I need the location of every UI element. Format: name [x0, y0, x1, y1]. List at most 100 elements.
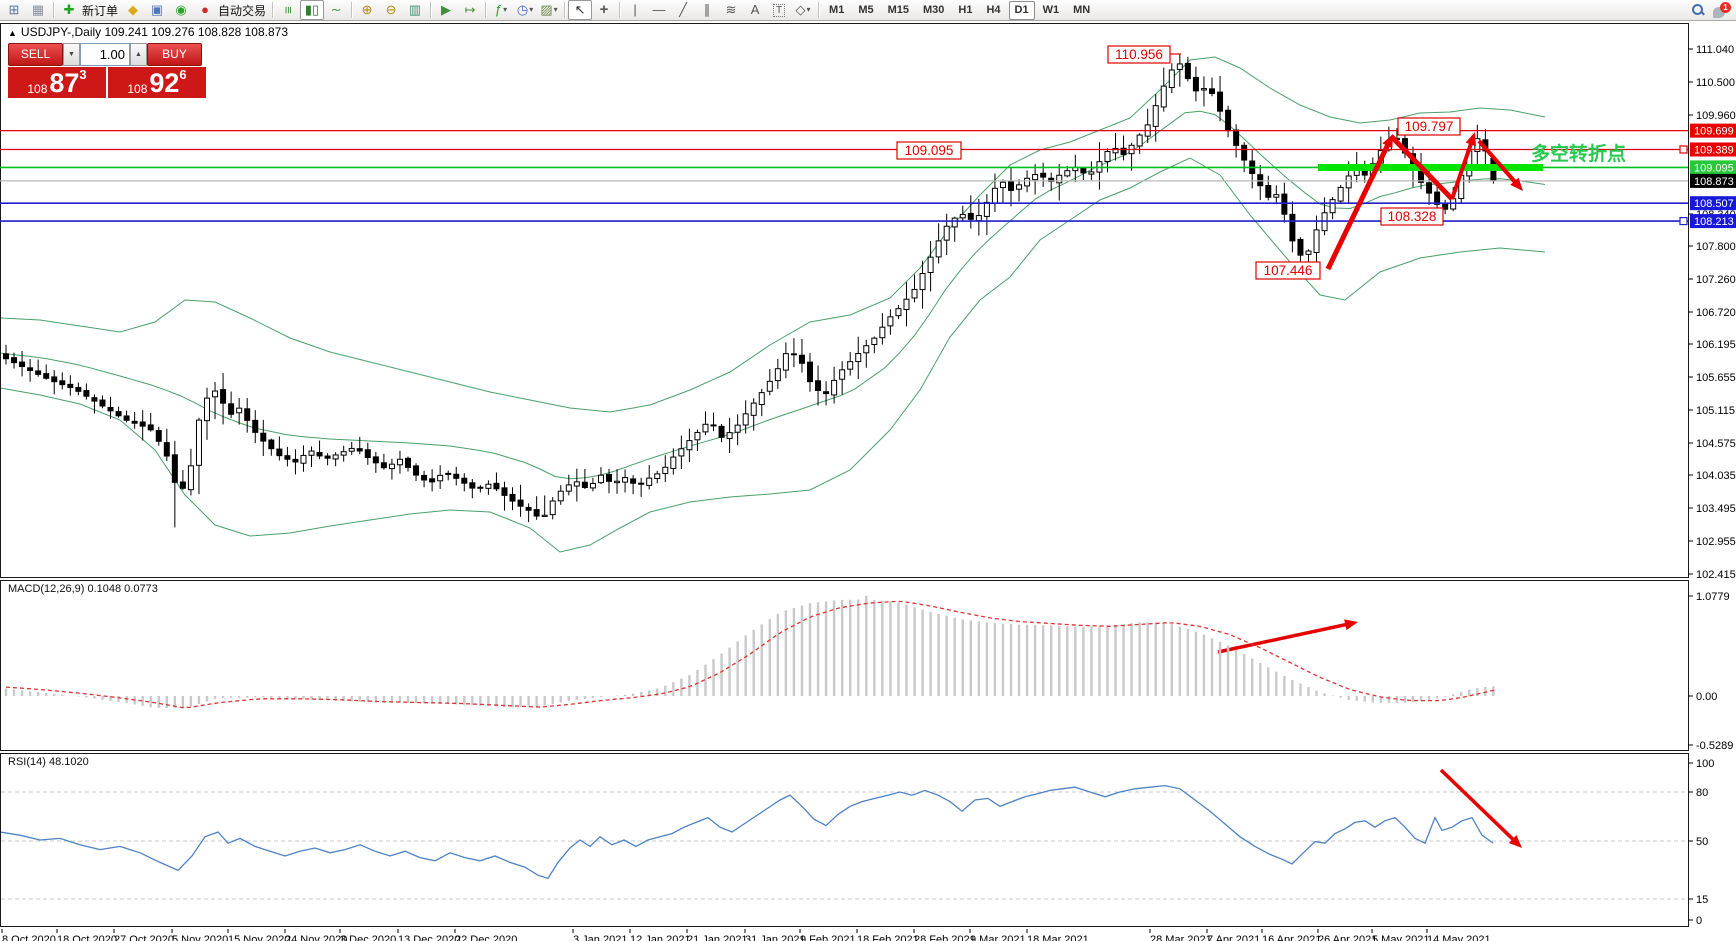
chart-plot-area[interactable] — [0, 23, 1688, 577]
chinese-note-text[interactable]: 多空转折点 — [1531, 142, 1626, 165]
trend-arrow-3-head — [1465, 132, 1476, 147]
trendline-icon[interactable]: ╱ — [671, 0, 695, 20]
zoom-out-icon[interactable]: ⊖ — [379, 0, 403, 20]
price-badge-label: 109.389 — [1694, 144, 1734, 156]
date-axis-label: 3 Dec 2020 — [340, 934, 396, 941]
date-axis-label: 26 Apr 2021 — [1318, 934, 1377, 941]
rsi-axis-label: 50 — [1696, 836, 1708, 848]
expert-advisors-icon[interactable]: ▣ — [145, 0, 169, 20]
timeframe-button-m30[interactable]: M30 — [923, 3, 945, 16]
timeframe-button-h4[interactable]: H4 — [986, 3, 1001, 16]
indicators-icon[interactable]: ƒ ▾ — [489, 0, 513, 20]
dropdown-caret-icon[interactable]: ▾ — [553, 5, 558, 14]
candle-body — [316, 452, 323, 457]
trend-arrow-1[interactable] — [1325, 141, 1391, 271]
text-label-icon[interactable]: T — [767, 0, 791, 20]
macd-trend-arrow[interactable] — [1217, 622, 1349, 654]
candle-body — [147, 424, 154, 431]
dropdown-caret-icon[interactable]: ▾ — [529, 5, 534, 14]
line-handle[interactable] — [1679, 145, 1688, 154]
candle-body — [35, 370, 42, 375]
macd-pane[interactable] — [0, 580, 1689, 751]
candle-body — [445, 472, 452, 475]
arrows-icon[interactable]: ◇ ▾ — [791, 0, 815, 20]
candle-body — [1184, 62, 1191, 80]
timeframe-button-h1[interactable]: H1 — [958, 3, 973, 16]
volume-input[interactable] — [80, 43, 130, 66]
new-chart-icon[interactable]: ⊞ — [2, 0, 26, 20]
templates-icon[interactable]: ▨ ▾ — [537, 0, 561, 20]
timeframe-button-m15[interactable]: M15 — [887, 3, 909, 16]
fibonacci-icon[interactable]: ≋ — [719, 0, 743, 20]
timeframe-button-m5[interactable]: M5 — [858, 3, 874, 16]
collapse-triangle-icon[interactable]: ▲ — [8, 28, 17, 38]
trend-arrow-4[interactable] — [1477, 139, 1518, 185]
candle-body — [43, 373, 50, 379]
dropdown-caret-icon[interactable]: ▾ — [503, 5, 508, 14]
candle-body — [204, 397, 210, 422]
cursor-icon[interactable]: ↖ — [568, 0, 593, 20]
periods-icon[interactable]: ◷ ▾ — [513, 0, 537, 20]
buy-price-big: 92 — [149, 68, 180, 98]
candle-body — [1024, 177, 1031, 187]
dropdown-caret-icon[interactable]: ▾ — [806, 5, 811, 14]
price-annotation-box[interactable] — [1397, 117, 1461, 136]
timeframe-button-mn[interactable]: MN — [1073, 3, 1091, 16]
trend-arrow-3[interactable] — [1450, 140, 1474, 200]
line-chart-icon[interactable]: ∼ — [324, 0, 348, 20]
candle-body — [686, 440, 693, 451]
tile-windows-icon-glyph: ▥ — [408, 2, 422, 17]
candle-body — [766, 380, 773, 392]
autotrading-icon[interactable]: ● — [193, 0, 217, 20]
price-badge-108.213 — [1690, 214, 1736, 229]
profiles-icon[interactable]: ▦ — [26, 0, 50, 20]
candle-body — [1032, 174, 1039, 181]
crosshair-icon[interactable]: + — [592, 0, 616, 20]
equidistant-channel-icon[interactable]: ∥ — [695, 0, 719, 20]
text-icon[interactable]: A — [743, 0, 767, 20]
rsi-pane[interactable] — [0, 753, 1689, 927]
candle-body — [99, 399, 106, 407]
candle-body — [139, 421, 146, 427]
price-annotation-box[interactable] — [896, 141, 962, 160]
horizontal-line-icon-glyph: — — [652, 2, 666, 17]
search-icon[interactable] — [1686, 0, 1710, 20]
volume-up-button[interactable]: ▲ — [130, 43, 147, 66]
market-depth-icon[interactable]: ◆ — [121, 0, 145, 20]
chart-shift-icon[interactable]: ↦ — [458, 0, 482, 20]
signals-icon[interactable]: ◉ — [169, 0, 193, 20]
notifications-icon[interactable]: 1 — [1710, 0, 1734, 20]
tile-windows-icon[interactable]: ▥ — [403, 0, 427, 20]
sell-price-small: 108 — [27, 82, 48, 96]
main-pane[interactable] — [0, 23, 1689, 578]
auto-scroll-icon[interactable]: ▶ — [434, 0, 458, 20]
new-order-icon[interactable]: ✚ — [57, 0, 81, 20]
rsi-plot — [1, 784, 1494, 880]
buy-price[interactable]: 108 92 6 — [108, 67, 206, 98]
timeframe-button-w1[interactable]: W1 — [1042, 3, 1060, 16]
price-annotation-box[interactable] — [1380, 207, 1444, 226]
vertical-line-icon[interactable]: | — [623, 0, 647, 20]
candle-body — [228, 403, 235, 415]
new-order-label[interactable]: 新订单 — [82, 3, 119, 18]
timeframe-button-m1[interactable]: M1 — [829, 3, 845, 16]
trend-arrow-2[interactable] — [1389, 134, 1454, 201]
candle-body — [485, 483, 492, 489]
sell-button[interactable]: SELL — [8, 43, 63, 66]
candle-body — [1040, 172, 1047, 178]
line-handle[interactable] — [1679, 216, 1688, 226]
autotrading-label[interactable]: 自动交易 — [218, 3, 267, 18]
candlestick-chart-icon[interactable]: ▮▯ — [300, 0, 325, 20]
candle-body — [1257, 174, 1264, 187]
sell-price[interactable]: 108 87 3 — [8, 67, 106, 98]
timeframe-button-d1[interactable]: D1 — [1008, 0, 1035, 20]
buy-button[interactable]: BUY — [147, 43, 202, 66]
horizontal-line-icon[interactable]: — — [647, 0, 671, 20]
candle-body — [581, 481, 588, 489]
price-annotation-box[interactable] — [1255, 261, 1321, 280]
zoom-in-icon[interactable]: ⊕ — [355, 0, 379, 20]
green-zone-trendline[interactable] — [1318, 164, 1543, 171]
volume-down-button[interactable]: ▼ — [63, 43, 80, 66]
rsi-trend-arrow[interactable] — [1439, 768, 1517, 843]
